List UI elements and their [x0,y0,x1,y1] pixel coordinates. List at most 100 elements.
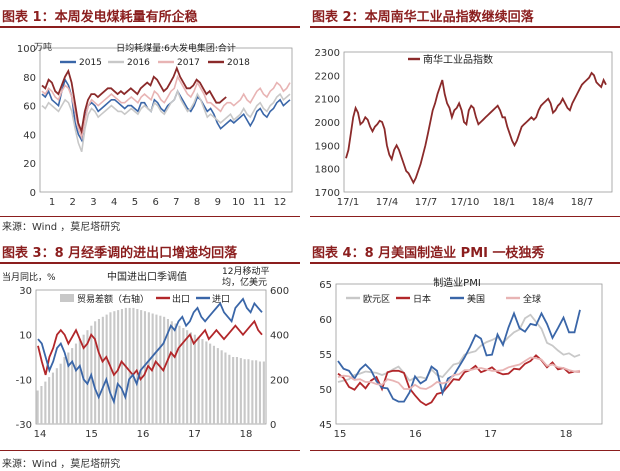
chart2-legend-label: 南华工业品指数 [423,53,493,66]
chart2-x-tick: 18/1 [493,197,515,208]
chart4-legend-label: 全球 [523,293,541,305]
chart3-series-进口 [37,297,263,405]
chart4-legend-label: 美国 [467,293,485,305]
chart1-series-2017 [41,74,291,141]
chart3-bar [255,360,258,424]
bottom-rule-right [310,450,620,451]
chart3-bar [71,348,74,424]
chart3-subtitle: 中国进出口季调值 [107,270,187,283]
chart3-bar [36,390,39,424]
chart4-y-tick: 45 [319,420,332,431]
chart3-left-y-tick: -10 [16,375,32,386]
chart3-right-y-tick: 0 [270,420,276,431]
chart3-x-tick: 14 [34,429,47,440]
chart3-left-y-tick: 30 [19,286,32,297]
chart3-bar [197,336,200,424]
chart3-bar [239,358,242,424]
chart1-y-tick: 60 [23,102,36,113]
chart2-y-tick: 1800 [315,165,340,176]
chart3-bar [74,343,77,424]
chart3-bar [140,310,143,424]
chart1-x-tick: 6 [152,197,158,208]
chart3-legend-label: 出口 [172,293,190,305]
chart3-right-y-tick: 200 [270,375,289,386]
chart3-bar [48,377,51,424]
chart3-bar [216,348,219,424]
chart2-series-line [345,71,607,185]
chart3-bar [55,368,58,424]
chart1-y-tick: 0 [30,188,36,199]
chart3-bar [235,357,238,424]
chart1-x-tick: 9 [215,197,221,208]
chart4-title: 图表 4：8 月美国制造业 PMI 一枝独秀 [312,246,545,261]
chart3-left-unit: 当月同比，% [2,271,56,283]
bottom-title-rule-left [0,262,300,264]
chart3-series-出口 [37,319,263,381]
chart3-right-y-tick: 400 [270,331,289,342]
chart2-x-tick: 18/7 [571,197,593,208]
chart1-series-2016 [41,88,291,152]
chart3-bar [143,311,146,424]
chart2-y-tick: 2300 [315,48,340,59]
chart4-subtitle: 制造业PMI [433,276,481,289]
chart1-x-tick: 10 [232,197,245,208]
chart3-bar [44,381,47,424]
chart3-bar [159,315,162,424]
chart3-bar [94,321,97,424]
chart2-x-tick: 17/1 [337,197,359,208]
chart4-series-欧元区 [337,313,581,383]
source-bottom: 来源：Wind ，莫尼塔研究 [2,459,121,470]
chart3-bar [232,357,235,424]
chart3-bar [212,345,215,424]
chart1-x-tick: 1 [49,197,55,208]
chart2-x-tick: 17/4 [376,197,398,208]
chart1-x-tick: 11 [253,197,266,208]
mid-rule-left [0,216,300,217]
source-top: 来源：Wind ，莫尼塔研究 [2,222,121,233]
chart3-bar [193,334,196,424]
chart-trade: -30 -10 10 30 0 200 400 600 14 15 16 17 18 当月同比，% 中国进出… [2,265,289,440]
chart1-legend-label: 2016 [127,58,150,68]
chart1-plot-area [39,47,293,193]
chart2-title: 图表 2：本周南华工业品指数继续回落 [312,10,534,25]
chart1-x-tick: 3 [90,197,96,208]
chart3-bar [136,309,139,424]
chart3-bar [243,359,246,424]
chart2-y-tick: 1900 [315,141,340,152]
chart4-legend-label: 欧元区 [363,293,390,305]
chart3-title: 图表 3：8 月经季调的进出口增速均回落 [2,246,238,261]
chart3-bar [67,352,70,424]
chart4-y-tick: 60 [319,315,332,326]
chart3-bar [262,361,265,424]
chart3-left-y-tick: -30 [16,420,32,431]
chart1-x-tick: 2 [70,197,76,208]
chart3-bar [178,325,181,424]
chart1-y-tick: 80 [23,73,36,84]
chart2-y-tick: 2000 [315,118,340,129]
chart4-x-tick: 16 [409,429,422,440]
mid-rule-right [310,216,620,217]
chart3-bar [182,328,185,424]
chart3-bar [120,309,123,424]
chart3-legend-swatch-bars [60,294,74,302]
chart3-bar [174,323,177,424]
chart3-bar [205,341,208,424]
chart4-y-tick: 65 [319,280,332,291]
chart3-bar [78,339,81,424]
chart3-bar [59,363,62,424]
chart2-x-tick: 17/7 [415,197,437,208]
chart3-bar [86,330,89,424]
chart4-plot-area [335,283,603,425]
chart4-y-tick: 50 [319,385,332,396]
chart3-bar [201,339,204,424]
chart2-x-tick: 18/4 [532,197,554,208]
chart3-bar [220,350,223,424]
chart3-bar [101,316,104,424]
chart3-x-tick: 15 [85,429,98,440]
chart4-legend-label: 日本 [413,293,431,305]
chart3-bar [189,332,192,424]
chart3-bar [224,352,227,424]
chart1-title: 图表 1：本周发电煤耗量有所企稳 [2,10,198,25]
chart1-unit: 万吨 [34,41,52,53]
